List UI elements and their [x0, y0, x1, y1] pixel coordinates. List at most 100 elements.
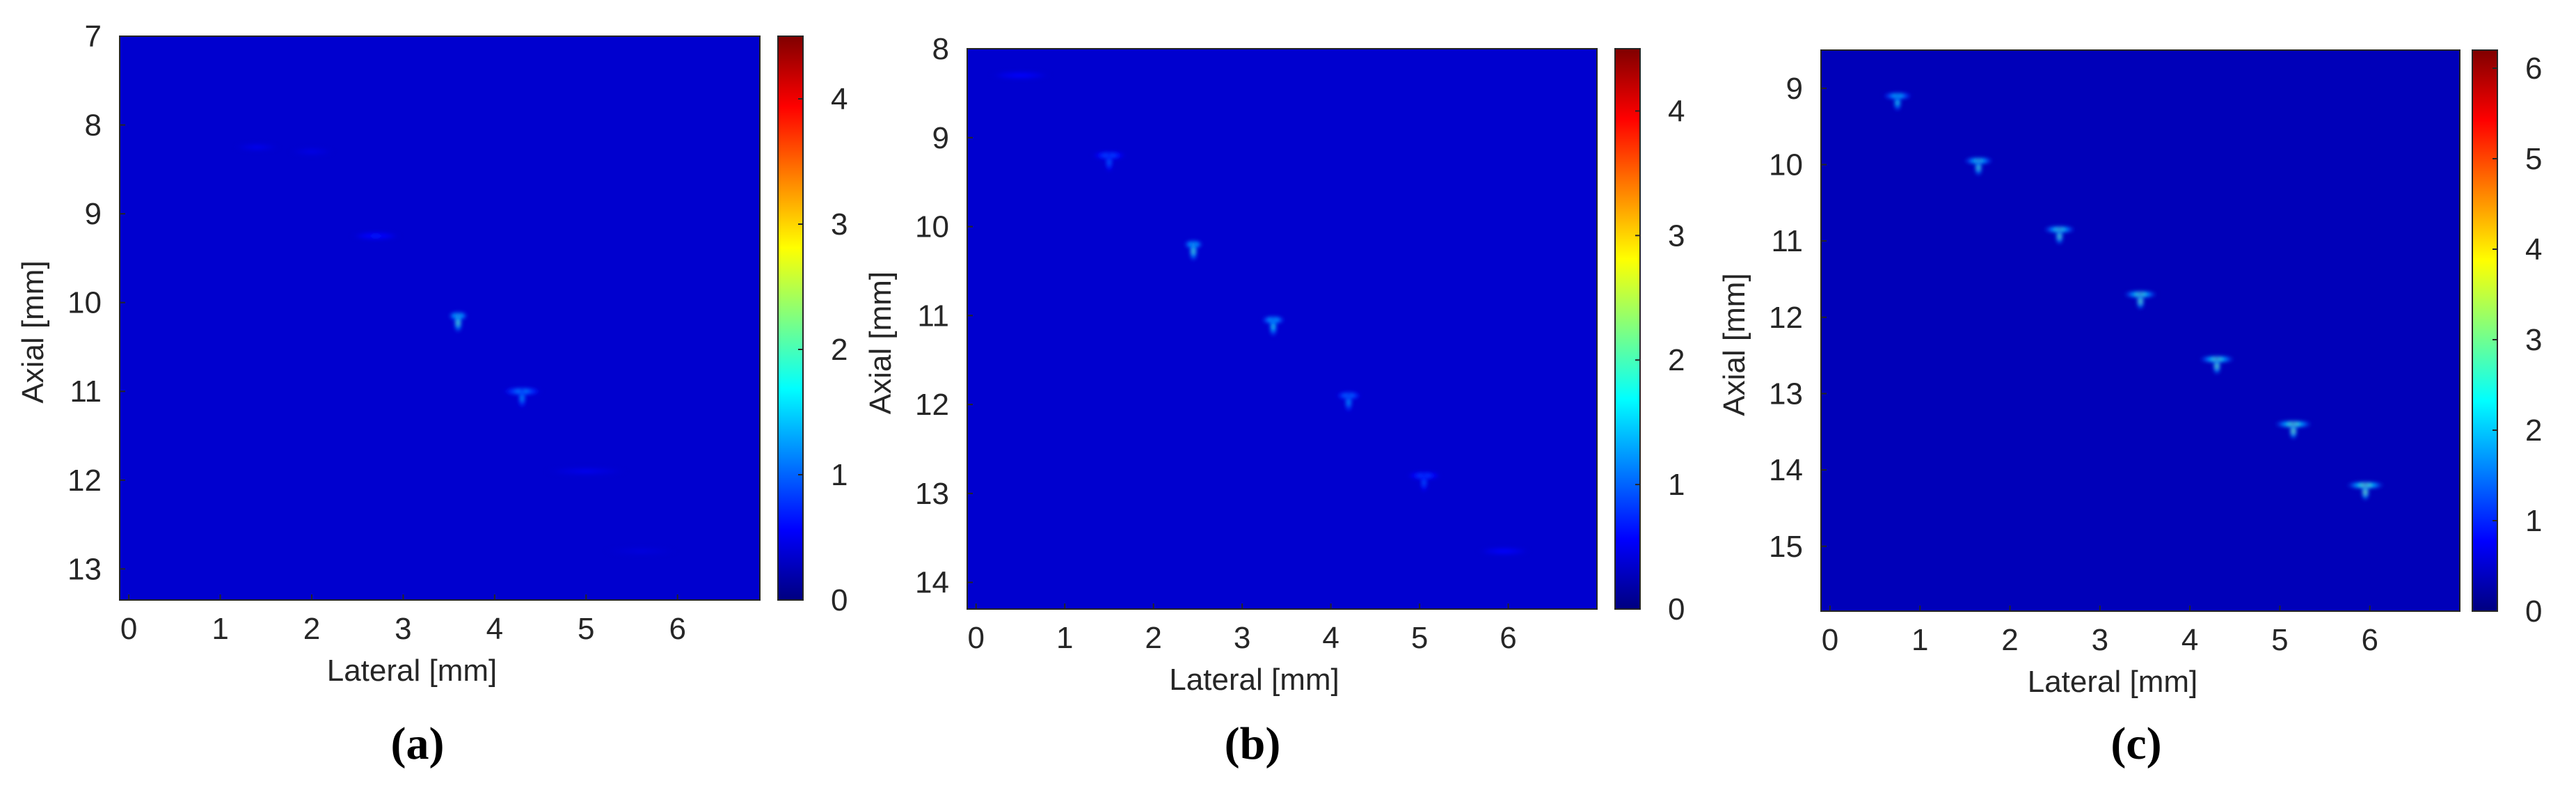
bright-spots: [1882, 92, 2386, 502]
colorbar-tick-label: 3: [2525, 323, 2542, 357]
y-tick-label: 8: [932, 32, 949, 66]
bright-spot: [1184, 239, 1204, 262]
x-tick-label: 3: [2092, 623, 2108, 657]
y-tick-label: 13: [67, 552, 102, 586]
x-tick-label: 5: [2271, 623, 2288, 657]
colorbar-tick-label: 3: [1668, 219, 1685, 253]
y-tick-label: 9: [1786, 72, 1803, 106]
y-tick-label: 13: [915, 477, 949, 511]
y-tick-label: 11: [917, 299, 949, 333]
colorbar-tick-label: 2: [2525, 413, 2542, 448]
bright-spot: [447, 311, 468, 334]
x-tick-label: 2: [303, 612, 320, 646]
bright-spot: [989, 70, 1052, 80]
y-tick-label: 10: [915, 210, 949, 244]
x-tick-label: 0: [120, 612, 137, 646]
bright-spot: [1477, 546, 1531, 556]
x-tick-label: 3: [1234, 621, 1250, 655]
y-axis-label: Axial [mm]: [864, 271, 898, 414]
heatmap-background: [1821, 50, 2460, 611]
colorbar-tick-label: 1: [831, 458, 848, 492]
colorbar-tick-label: 2: [831, 333, 848, 367]
colorbar-tick-label: 0: [1668, 592, 1685, 626]
colorbar-tick-label: 2: [1668, 343, 1685, 377]
bright-spot: [234, 143, 280, 152]
y-tick-label: 12: [1769, 301, 1803, 335]
heatmap-background: [120, 36, 760, 600]
x-tick-label: 6: [669, 612, 685, 646]
bright-spot: [501, 386, 543, 409]
bright-spot: [1335, 390, 1362, 413]
x-tick-label: 4: [486, 612, 503, 646]
x-tick-label: 2: [2001, 623, 2018, 657]
y-tick-label: 11: [1771, 224, 1803, 258]
bright-spot: [1406, 471, 1442, 494]
bright-spots: [234, 143, 678, 556]
plot-frame: [119, 35, 761, 601]
bright-spot: [2122, 290, 2158, 311]
colorbar-tick-label: 0: [831, 583, 848, 617]
bright-spot: [2197, 355, 2236, 376]
x-tick-label: 1: [1911, 623, 1928, 657]
x-tick-label: 6: [1500, 621, 1516, 655]
x-tick-label: 3: [395, 612, 411, 646]
bright-spot: [1091, 150, 1127, 173]
y-tick-label: 11: [70, 374, 102, 409]
x-tick-label: 4: [2181, 623, 2198, 657]
colorbar-tick-label: 6: [2525, 52, 2542, 86]
y-tick-label: 10: [67, 286, 102, 320]
panel-caption: (c): [2110, 718, 2161, 769]
colorbar-tick-label: 5: [2525, 142, 2542, 176]
y-tick-label: 7: [85, 19, 102, 54]
bright-spot: [2042, 226, 2077, 246]
panel-caption: (b): [1225, 718, 1281, 769]
y-axis-label: Axial [mm]: [1717, 273, 1751, 416]
y-tick-label: 9: [85, 197, 102, 231]
bright-spot: [1962, 157, 1994, 177]
colorbar: [2472, 49, 2498, 612]
x-axis-label: Lateral [mm]: [2028, 665, 2198, 699]
y-tick-label: 12: [915, 388, 949, 422]
colorbar-tick-label: 1: [1668, 468, 1685, 502]
plot-frame: [967, 48, 1598, 610]
x-axis-label: Lateral [mm]: [327, 654, 498, 688]
x-tick-label: 1: [212, 612, 228, 646]
y-tick-label: 14: [915, 566, 949, 600]
colorbar: [777, 35, 804, 601]
bright-spot: [289, 147, 335, 157]
colorbar-tick-label: 3: [831, 207, 848, 242]
y-tick-label: 12: [67, 464, 102, 498]
x-tick-label: 0: [968, 621, 985, 655]
x-tick-label: 5: [1411, 621, 1428, 655]
bright-spot: [350, 231, 401, 241]
plot-frame: [1820, 49, 2460, 612]
x-axis-label: Lateral [mm]: [1169, 663, 1339, 697]
bright-spot: [604, 546, 678, 556]
bright-spot: [2273, 420, 2314, 441]
x-tick-label: 0: [1822, 623, 1838, 657]
colorbar-tick-label: 4: [2525, 232, 2542, 267]
x-tick-label: 4: [1322, 621, 1339, 655]
y-tick-label: 13: [1769, 377, 1803, 411]
y-tick-label: 10: [1769, 148, 1803, 182]
x-tick-label: 2: [1145, 621, 1161, 655]
colorbar-tick-label: 0: [2525, 594, 2542, 629]
bright-spot: [545, 466, 628, 476]
colorbar-tick-label: 4: [1668, 94, 1685, 128]
panel-caption: (a): [391, 718, 445, 769]
colorbar-tick-label: 1: [2525, 504, 2542, 538]
y-tick-label: 8: [85, 109, 102, 143]
x-tick-label: 5: [578, 612, 594, 646]
bright-spots: [989, 70, 1531, 556]
x-tick-label: 1: [1056, 621, 1073, 655]
bright-spot: [1882, 92, 1914, 112]
colorbar-tick-label: 4: [831, 82, 848, 116]
heatmap-background: [967, 49, 1597, 609]
y-tick-label: 14: [1769, 453, 1803, 487]
bright-spot: [1260, 315, 1286, 338]
colorbar: [1614, 48, 1641, 610]
